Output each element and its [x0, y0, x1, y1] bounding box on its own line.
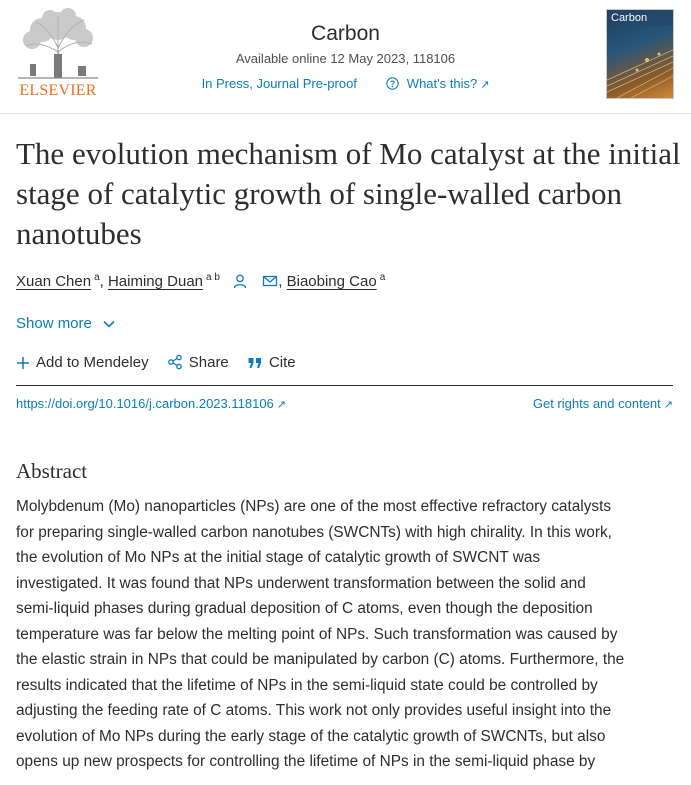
- author-list: Xuan Chen a, Haiming Duan a b , Biaobing C…: [16, 272, 385, 290]
- doi-link[interactable]: https://doi.org/10.1016/j.carbon.2023.11…: [16, 396, 286, 411]
- chevron-down-icon: [103, 320, 115, 328]
- in-press-link[interactable]: In Press, Journal Pre-proof: [201, 76, 357, 91]
- quote-icon: [248, 358, 261, 368]
- email-icon[interactable]: [262, 273, 278, 289]
- abstract-line: for preparing single-walled carbon nanot…: [16, 523, 612, 541]
- journal-cover-image[interactable]: Carbon: [606, 9, 674, 99]
- abstract-body: Molybdenum (Mo) nanoparticles (NPs) are …: [16, 494, 673, 775]
- add-to-mendeley-button[interactable]: Add to Mendeley: [16, 354, 149, 371]
- elsevier-wordmark: ELSEVIER: [19, 82, 97, 99]
- author-name[interactable]: Biaobing Cao: [286, 273, 377, 290]
- external-link-icon: ↗: [663, 399, 673, 411]
- publication-status: In Press, Journal Pre-proof What's this?…: [0, 76, 691, 91]
- author-separator: ,: [278, 273, 283, 290]
- plus-icon: [17, 357, 29, 369]
- author-separator: ,: [99, 273, 104, 290]
- show-more-button[interactable]: Show more: [16, 315, 116, 332]
- abstract-heading: Abstract: [16, 459, 88, 483]
- whats-this-link[interactable]: What's this? ↗: [407, 76, 490, 91]
- abstract-line: temperature was far below the melting po…: [16, 625, 618, 643]
- person-icon[interactable]: [232, 273, 248, 289]
- abstract-line: evolution of Mo NPs during the early sta…: [16, 727, 606, 745]
- author-affiliation[interactable]: a: [379, 272, 386, 283]
- journal-header: ELSEVIER Carbon Available online 12 May …: [0, 0, 691, 110]
- external-link-icon: ↗: [276, 399, 287, 411]
- abstract-line: results indicated that the lifetime of N…: [16, 676, 598, 694]
- share-icon: [167, 354, 182, 370]
- availability-text: Available online 12 May 2023, 118106: [235, 51, 456, 66]
- elsevier-logo[interactable]: ELSEVIER: [16, 8, 100, 100]
- rights-text: Get rights and content: [532, 396, 661, 411]
- author-affiliation[interactable]: a: [94, 272, 100, 283]
- share-button[interactable]: Share: [167, 354, 229, 371]
- abstract-line: the evolution of Mo NPs at the initial s…: [16, 549, 541, 566]
- section-divider: [16, 385, 673, 386]
- author-name[interactable]: Xuan Chen: [16, 273, 92, 290]
- share-label: Share: [188, 354, 229, 371]
- doi-text: https://doi.org/10.1016/j.carbon.2023.11…: [16, 396, 274, 411]
- abstract-line: Molybdenum (Mo) nanoparticles (NPs) are …: [16, 498, 612, 515]
- author-name[interactable]: Haiming Duan: [107, 273, 204, 290]
- external-link-icon: ↗: [480, 79, 490, 91]
- cite-button[interactable]: Cite: [247, 354, 296, 371]
- tree-icon: [18, 8, 98, 79]
- abstract-line: semi-liquid phases during gradual deposi…: [16, 600, 593, 617]
- whats-this-label: What's this?: [406, 76, 478, 91]
- abstract-line: adjusting the feeding rate of C atoms. T…: [16, 702, 612, 719]
- mendeley-label: Add to Mendeley: [36, 354, 149, 371]
- header-divider: [0, 113, 691, 114]
- article-title: The evolution mechanism of Mo catalyst a…: [16, 136, 681, 251]
- help-circle-icon: [386, 77, 399, 90]
- cover-artwork: [607, 10, 673, 98]
- journal-title[interactable]: Carbon: [311, 22, 380, 45]
- author-affiliation[interactable]: a b: [206, 272, 220, 283]
- show-more-label: Show more: [16, 315, 92, 332]
- abstract-line: investigated. It was found that NPs unde…: [16, 574, 586, 592]
- cover-title: Carbon: [611, 12, 648, 24]
- abstract-line: the elastic strain in NPs that could be …: [16, 651, 625, 668]
- abstract-line: opens up new prospects for controlling t…: [16, 753, 596, 770]
- rights-link[interactable]: Get rights and content ↗: [533, 396, 673, 411]
- cite-label: Cite: [268, 354, 296, 371]
- article-actions: Add to Mendeley Share Cite: [16, 354, 310, 371]
